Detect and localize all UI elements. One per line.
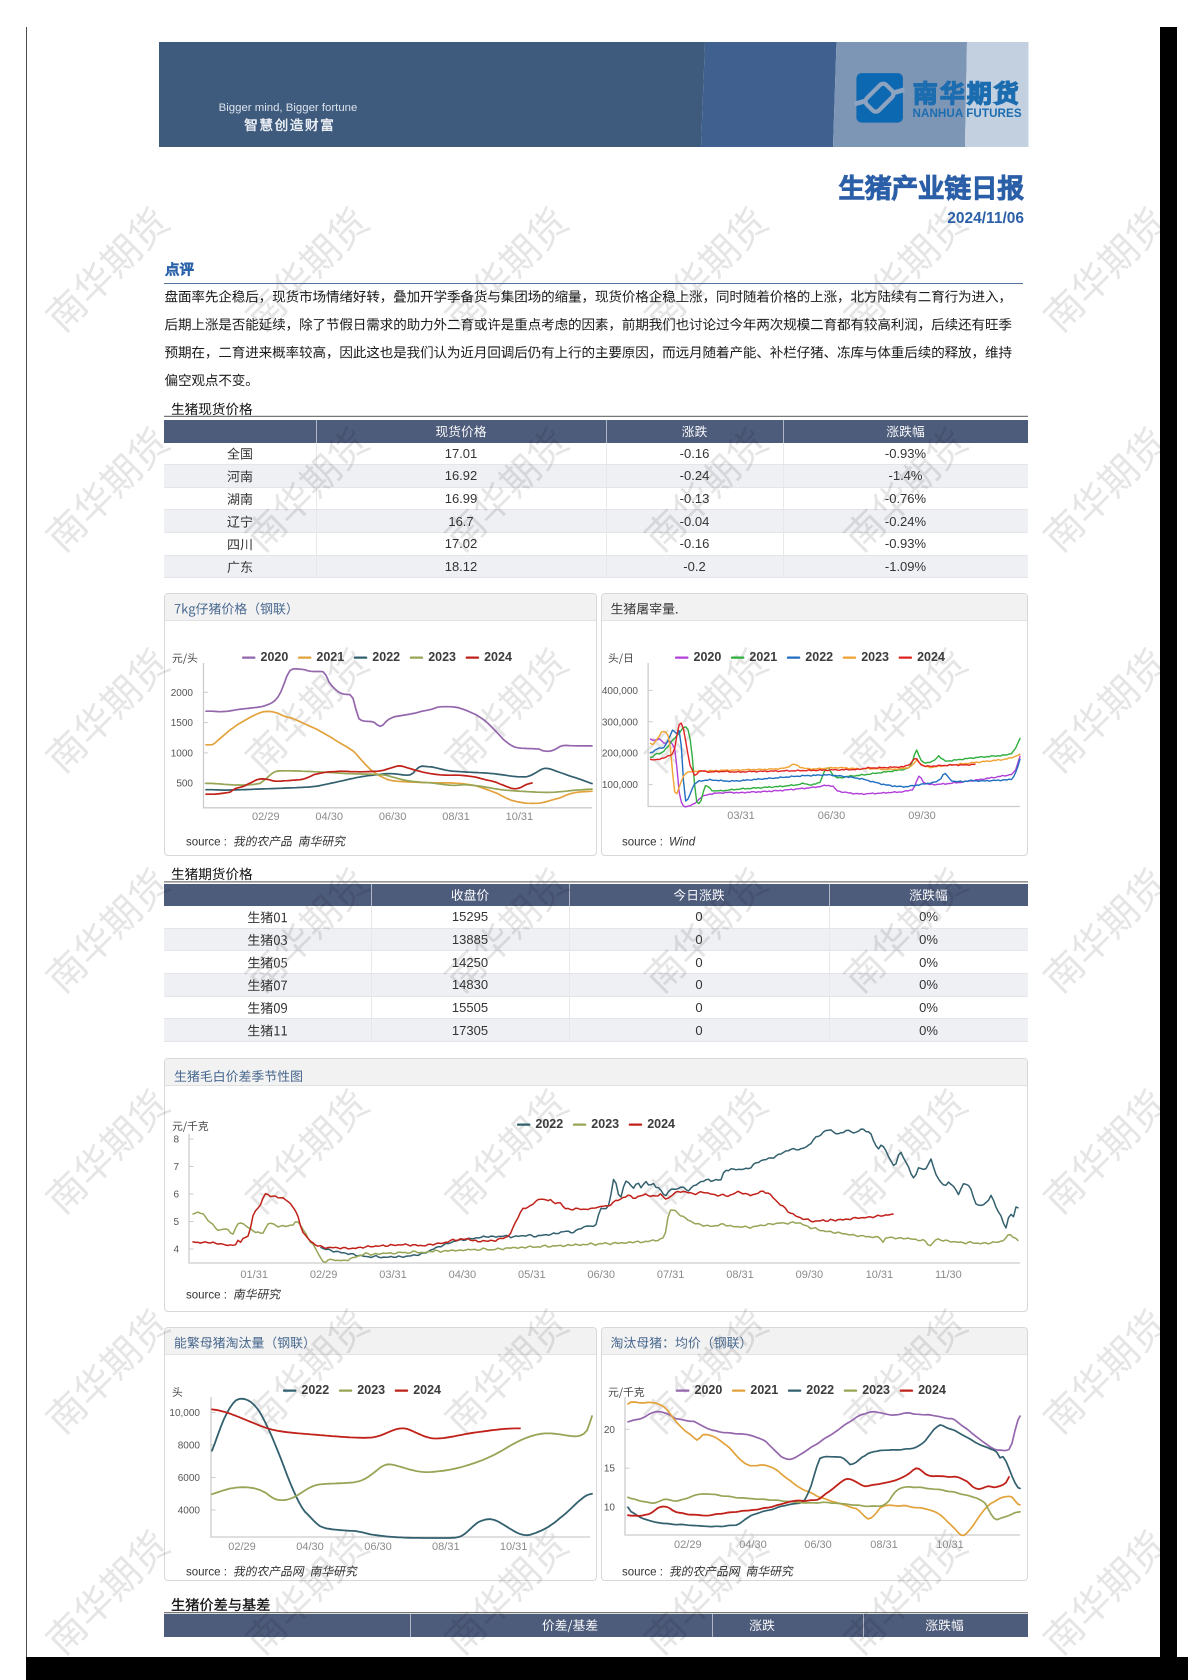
svg-text:Bigger mind, Bigger fortune: Bigger mind, Bigger fortune [219,102,358,114]
svg-text:300,000: 300,000 [602,717,639,728]
svg-text:04/30: 04/30 [739,1539,767,1551]
svg-text:2024: 2024 [918,1383,946,1397]
svg-text:source :: source : [186,1290,227,1302]
svg-text:8000: 8000 [178,1441,201,1452]
svg-text:2020: 2020 [261,650,289,664]
svg-text:10/31: 10/31 [866,1269,894,1281]
svg-text:04/30: 04/30 [315,811,343,823]
svg-text:2020: 2020 [695,1383,723,1397]
svg-text:source :: source : [186,837,227,849]
svg-text:10/31: 10/31 [500,1541,528,1553]
svg-text:100,000: 100,000 [602,780,639,791]
svg-text:09/30: 09/30 [796,1269,824,1281]
svg-text:2023: 2023 [862,1383,890,1397]
svg-text:6: 6 [173,1190,179,1201]
svg-text:400,000: 400,000 [602,686,639,697]
svg-text:2022: 2022 [301,1383,329,1397]
svg-text:06/30: 06/30 [818,810,846,822]
svg-text:06/30: 06/30 [379,811,407,823]
svg-text:10/31: 10/31 [506,811,534,823]
svg-text:2023: 2023 [357,1383,385,1397]
svg-text:03/31: 03/31 [727,810,755,822]
svg-text:Wind: Wind [669,837,696,849]
svg-text:02/29: 02/29 [674,1539,702,1551]
svg-text:2021: 2021 [750,1383,778,1397]
svg-text:source :: source : [622,1567,663,1579]
svg-text:08/31: 08/31 [432,1541,460,1553]
svg-text:06/30: 06/30 [804,1539,832,1551]
svg-text:20: 20 [604,1425,616,1436]
svg-text:source :: source : [622,837,663,849]
svg-text:2000: 2000 [171,688,194,699]
svg-text:2021: 2021 [316,650,344,664]
svg-text:02/29: 02/29 [252,811,280,823]
svg-text:1500: 1500 [171,718,194,729]
svg-text:2024: 2024 [413,1383,441,1397]
svg-text:NANHUA FUTURES: NANHUA FUTURES [913,107,1022,120]
svg-text:source :: source : [186,1567,227,1579]
svg-text:2023: 2023 [591,1117,619,1131]
svg-text:09/30: 09/30 [908,810,936,822]
svg-text:2022: 2022 [806,1383,834,1397]
svg-text:2022: 2022 [372,650,400,664]
svg-text:15: 15 [604,1464,616,1475]
svg-text:10: 10 [604,1503,616,1514]
svg-text:200,000: 200,000 [602,749,639,760]
svg-text:2022: 2022 [805,650,833,664]
svg-text:6000: 6000 [178,1473,201,1484]
svg-text:07/31: 07/31 [657,1269,685,1281]
svg-text:04/30: 04/30 [449,1269,477,1281]
svg-text:2022: 2022 [535,1117,563,1131]
svg-text:2024: 2024 [484,650,512,664]
svg-text:2020: 2020 [694,650,722,664]
svg-text:500: 500 [176,779,193,790]
svg-text:1000: 1000 [171,748,194,759]
svg-text:03/31: 03/31 [379,1269,407,1281]
svg-text:06/30: 06/30 [364,1541,392,1553]
svg-text:2023: 2023 [428,650,456,664]
svg-text:2021: 2021 [749,650,777,664]
svg-text:02/29: 02/29 [310,1269,338,1281]
svg-text:10/31: 10/31 [936,1539,964,1551]
svg-text:08/31: 08/31 [442,811,470,823]
svg-text:2023: 2023 [861,650,889,664]
svg-text:01/31: 01/31 [240,1269,268,1281]
svg-text:8: 8 [173,1135,179,1146]
svg-text:5: 5 [173,1217,179,1228]
svg-text:2024: 2024 [917,650,945,664]
svg-text:06/30: 06/30 [587,1269,615,1281]
svg-text:08/31: 08/31 [870,1539,898,1551]
svg-text:7: 7 [173,1162,179,1173]
svg-text:08/31: 08/31 [726,1269,754,1281]
svg-text:11/30: 11/30 [935,1269,962,1281]
svg-text:2024: 2024 [647,1117,675,1131]
svg-text:4000: 4000 [178,1506,201,1517]
svg-text:10,000: 10,000 [169,1408,200,1419]
svg-text:04/30: 04/30 [296,1541,324,1553]
svg-text:02/29: 02/29 [228,1541,256,1553]
svg-text:4: 4 [173,1245,179,1256]
svg-text:05/31: 05/31 [518,1269,546,1281]
svg-text:2024/11/06: 2024/11/06 [947,210,1024,227]
